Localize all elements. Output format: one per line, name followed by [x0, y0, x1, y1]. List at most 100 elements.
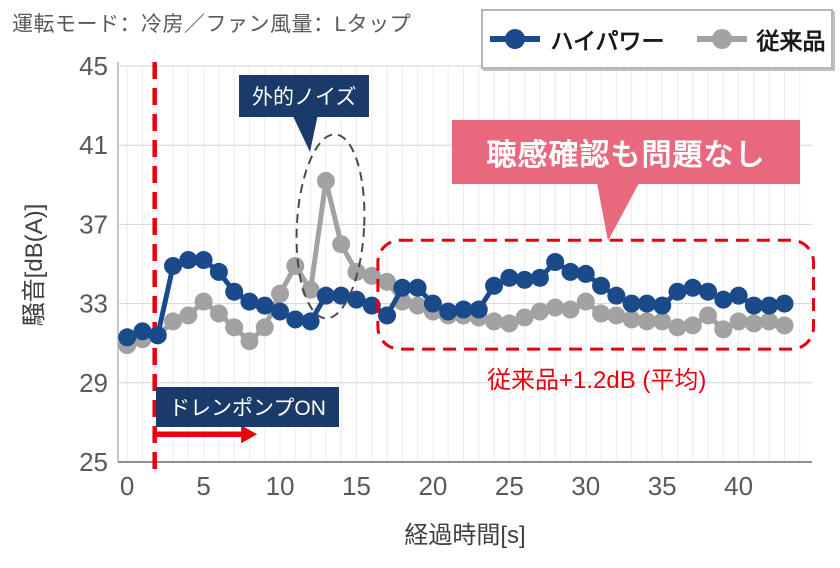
data-point — [194, 292, 213, 311]
drain-pump-arrowhead-icon — [241, 425, 258, 444]
data-point — [225, 282, 244, 301]
data-point — [240, 332, 259, 351]
data-point — [683, 278, 702, 297]
data-point — [607, 306, 626, 325]
data-point — [469, 300, 488, 319]
data-point — [500, 268, 519, 287]
data-point — [653, 296, 672, 315]
data-point — [423, 294, 442, 313]
data-point — [576, 264, 595, 283]
data-point — [286, 310, 305, 329]
data-point — [271, 302, 290, 321]
data-point — [362, 266, 381, 285]
data-point — [622, 310, 641, 329]
data-point — [637, 312, 656, 331]
data-point — [500, 314, 519, 333]
data-point — [255, 296, 274, 315]
x-tick-label: 30 — [571, 471, 600, 501]
legend-label-conventional: 従来品 — [756, 28, 826, 54]
data-point — [530, 268, 549, 287]
data-point — [622, 294, 641, 313]
data-point — [530, 302, 549, 321]
x-tick-label: 35 — [648, 471, 677, 501]
x-axis-title: 経過時間[s] — [404, 522, 525, 549]
y-tick-label: 41 — [79, 130, 108, 160]
hearing-check-callout: 聴感確認も問題なし — [452, 120, 800, 184]
data-point — [347, 290, 366, 309]
data-point — [729, 312, 748, 331]
data-point — [332, 286, 351, 305]
data-point — [592, 304, 611, 323]
data-point — [760, 296, 779, 315]
legend: ハイパワー 従来品 — [481, 9, 833, 69]
data-point — [561, 262, 580, 281]
data-point — [240, 292, 259, 311]
x-tick-label: 20 — [418, 471, 447, 501]
data-point — [378, 306, 397, 325]
data-point — [164, 256, 183, 275]
x-tick-label: 0 — [120, 471, 134, 501]
y-axis-title: 騒音[dB(A)] — [21, 204, 48, 327]
data-point — [744, 296, 763, 315]
data-point — [653, 312, 672, 331]
external-noise-callout: 外的ノイズ — [239, 75, 370, 117]
data-point — [148, 326, 167, 345]
y-tick-label: 33 — [79, 289, 108, 319]
data-point — [454, 300, 473, 319]
y-tick-label: 25 — [79, 447, 108, 477]
x-tick-label: 15 — [342, 471, 371, 501]
data-point — [408, 296, 427, 315]
data-point — [546, 253, 565, 272]
data-point — [744, 314, 763, 333]
data-point — [378, 272, 397, 291]
data-point — [133, 322, 152, 341]
x-tick-label: 40 — [724, 471, 753, 501]
data-point — [714, 320, 733, 339]
data-point — [699, 306, 718, 325]
legend-label-highpower: ハイパワー — [550, 28, 665, 54]
data-point — [439, 302, 458, 321]
legend-item-conventional: 従来品 — [695, 22, 826, 56]
data-point — [118, 328, 137, 347]
x-tick-label: 25 — [495, 471, 524, 501]
data-point — [515, 308, 534, 327]
x-tick-label: 5 — [196, 471, 210, 501]
data-point — [332, 235, 351, 254]
data-point — [714, 290, 733, 309]
data-point — [225, 318, 244, 337]
hearing-check-callout-tail-icon — [597, 183, 639, 241]
external-noise-ellipse — [295, 133, 366, 320]
data-point — [576, 292, 595, 311]
data-point — [316, 286, 335, 305]
data-point — [286, 256, 305, 275]
data-point — [362, 296, 381, 315]
data-point — [301, 280, 320, 299]
data-point — [271, 284, 290, 303]
series-highpower — [118, 251, 794, 347]
data-point — [209, 304, 228, 323]
data-point — [347, 262, 366, 281]
data-point — [316, 171, 335, 190]
data-point — [515, 270, 534, 289]
data-point — [775, 294, 794, 313]
external-noise-callout-tail-icon — [292, 114, 318, 152]
data-point — [760, 312, 779, 331]
data-point — [668, 318, 687, 337]
average-difference-note: 従来品+1.2dB (平均) — [487, 367, 707, 394]
drain-pump-on-label: ドレンポンプON — [156, 387, 339, 427]
data-point — [775, 316, 794, 335]
data-point — [164, 312, 183, 331]
data-point — [729, 286, 748, 305]
y-tick-label: 45 — [79, 51, 108, 81]
data-point — [485, 312, 504, 331]
data-point — [485, 276, 504, 295]
data-point — [592, 276, 611, 295]
data-point — [179, 251, 198, 270]
data-point — [683, 316, 702, 335]
data-point — [546, 298, 565, 317]
data-point — [179, 306, 198, 325]
hearing-check-region-box — [376, 238, 816, 351]
chart-condition-title: 運転モード：冷房／ファン風量：Lタップ — [12, 13, 412, 36]
data-point — [668, 282, 687, 301]
